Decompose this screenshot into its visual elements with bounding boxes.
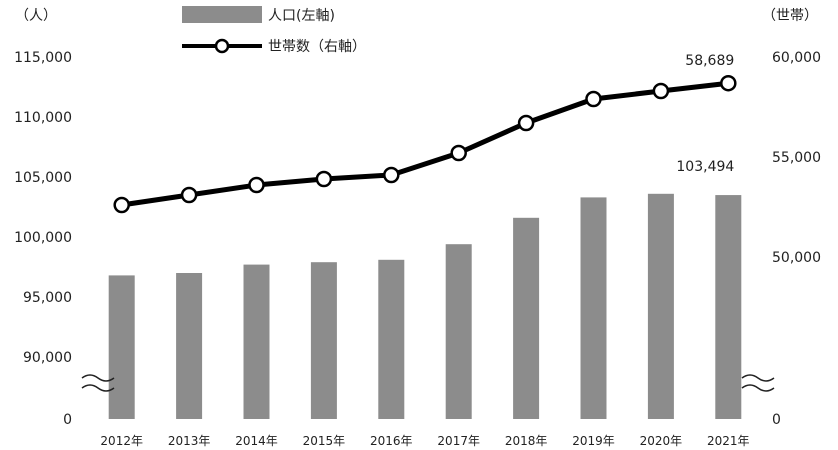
- population-bar: [647, 193, 674, 419]
- right-tick-label: 60,000: [772, 50, 821, 66]
- x-tick-label: 2016年: [370, 434, 413, 448]
- data-label: 58,689: [685, 53, 734, 69]
- population-bar: [378, 259, 405, 419]
- legend-line-label: 世帯数（右軸）: [268, 39, 366, 55]
- x-tick-label: 2015年: [303, 434, 346, 448]
- population-bar: [580, 197, 607, 419]
- population-bar: [243, 264, 270, 419]
- left-tick-label: 90,000: [23, 350, 72, 366]
- left-axis: 0 90,000 95,000 100,000 105,000 110,000 115,00…: [14, 50, 72, 428]
- household-point: [383, 166, 400, 184]
- household-point: [180, 186, 198, 204]
- household-point: [450, 144, 467, 162]
- data-label: 103,494: [676, 159, 734, 175]
- left-axis-break-icon: [81, 374, 115, 392]
- household-point: [248, 176, 265, 194]
- left-tick-label: 100,000: [14, 230, 72, 246]
- household-point: [720, 74, 737, 92]
- legend-bar-label: 人口(左軸): [268, 8, 335, 24]
- legend: 人口(左軸) 世帯数（右軸）: [182, 6, 366, 55]
- right-tick-label: 0: [772, 412, 781, 428]
- x-tick-label: 2019年: [572, 434, 615, 448]
- left-tick-label: 105,000: [14, 170, 72, 186]
- household-point: [585, 90, 602, 108]
- population-bar: [445, 244, 472, 419]
- household-point: [652, 82, 670, 100]
- x-tick-label: 2013年: [168, 434, 211, 448]
- household-point: [113, 196, 130, 214]
- right-axis-break-icon: [741, 374, 775, 392]
- right-tick-label: 50,000: [772, 250, 821, 266]
- left-tick-label: 95,000: [23, 290, 72, 306]
- x-tick-label: 2014年: [235, 434, 278, 448]
- population-bar: [310, 262, 337, 419]
- data-labels: 103,494 58,689: [676, 53, 734, 175]
- household-point: [517, 114, 535, 132]
- x-tick-label: 2021年: [707, 434, 750, 448]
- x-tick-label: 2018年: [505, 434, 548, 448]
- household-point: [315, 170, 333, 188]
- x-tick-label: 2017年: [437, 434, 480, 448]
- population-bar: [108, 275, 135, 419]
- right-axis: 0 50,000 55,000 60,000: [772, 50, 821, 428]
- legend-bar-swatch: [182, 6, 262, 23]
- population-bar: [176, 273, 203, 419]
- legend-line-marker: [214, 38, 230, 54]
- population-bars: [108, 193, 742, 419]
- x-tick-label: 2012年: [100, 434, 143, 448]
- x-axis: 2012年 2013年 2014年 2015年 2016年 2017年 2018年 2019年…: [100, 434, 749, 448]
- x-tick-label: 2020年: [640, 434, 683, 448]
- population-bar: [513, 217, 540, 419]
- household-line: [113, 74, 737, 214]
- left-axis-unit-label: （人）: [15, 8, 57, 24]
- household-series-line: [121, 80, 729, 208]
- right-axis-unit-label: （世帯）: [762, 8, 818, 24]
- left-tick-label: 110,000: [14, 110, 72, 126]
- left-tick-label: 0: [63, 412, 72, 428]
- left-tick-label: 115,000: [14, 50, 72, 66]
- population-bar: [715, 195, 742, 419]
- right-tick-label: 55,000: [772, 150, 821, 166]
